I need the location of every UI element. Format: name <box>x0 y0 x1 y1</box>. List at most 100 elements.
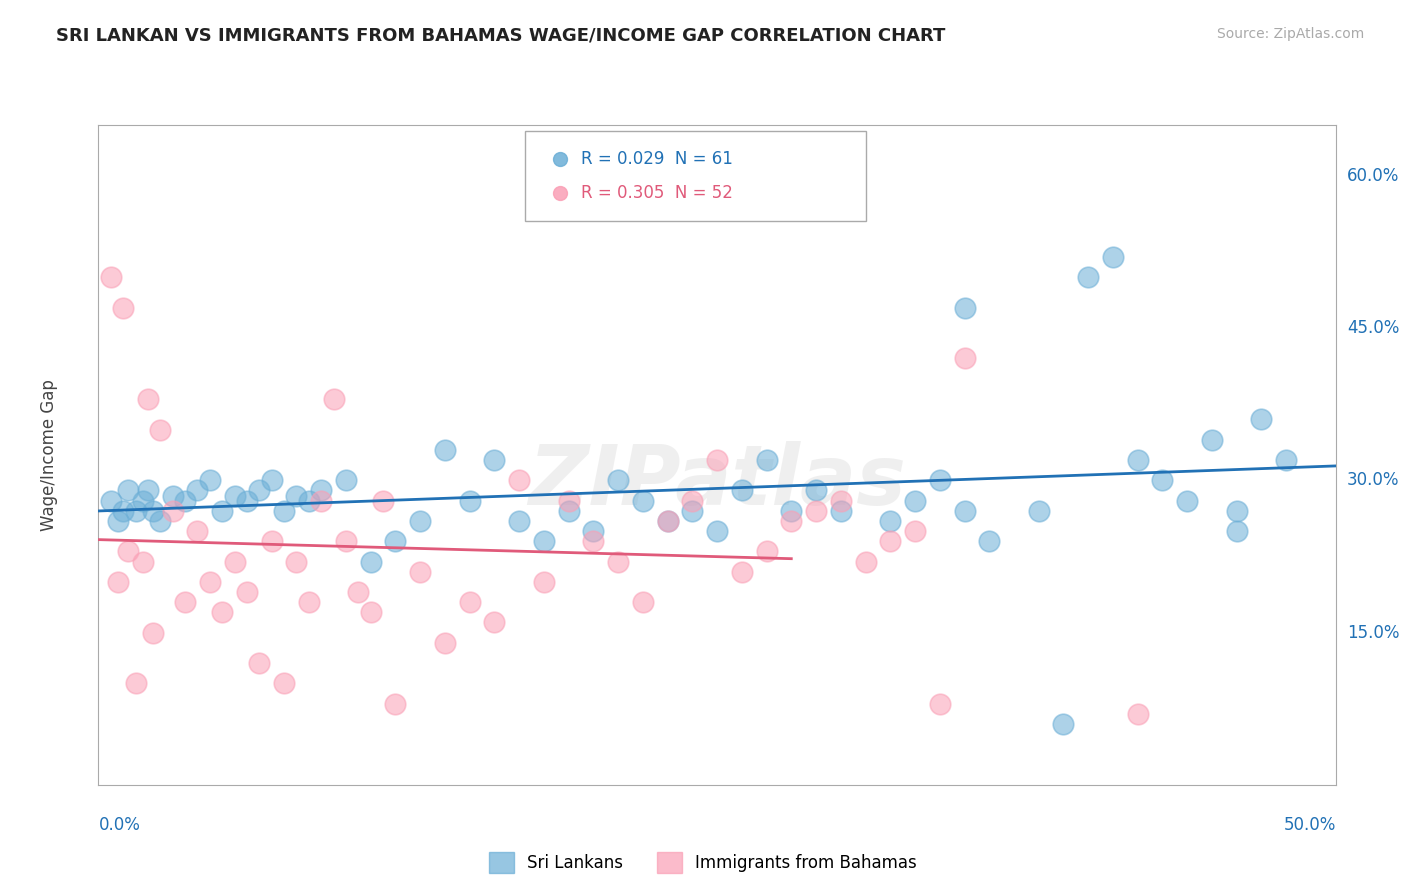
Point <box>830 504 852 518</box>
Point <box>557 504 579 518</box>
Point <box>117 483 139 498</box>
Point <box>142 504 165 518</box>
Point <box>904 493 927 508</box>
Point <box>979 534 1001 549</box>
Point <box>285 489 308 503</box>
Point <box>804 483 827 498</box>
Point <box>112 504 135 518</box>
Text: 0.0%: 0.0% <box>98 815 141 833</box>
Point <box>124 676 146 690</box>
Point <box>309 493 332 508</box>
Point <box>1275 453 1298 467</box>
Text: 60.0%: 60.0% <box>1347 167 1399 185</box>
Point <box>1226 524 1249 538</box>
Point <box>285 555 308 569</box>
Point <box>706 453 728 467</box>
Point <box>360 555 382 569</box>
Point <box>149 423 172 437</box>
Legend: Sri Lankans, Immigrants from Bahamas: Sri Lankans, Immigrants from Bahamas <box>482 846 924 880</box>
Point <box>347 585 370 599</box>
Point <box>508 473 530 487</box>
Point <box>731 565 754 579</box>
Point <box>298 493 321 508</box>
Point <box>1102 250 1125 264</box>
Point <box>631 595 654 609</box>
Point <box>953 351 976 366</box>
Text: 45.0%: 45.0% <box>1347 319 1399 337</box>
Point <box>433 442 456 457</box>
Point <box>1201 433 1223 447</box>
Text: Wage/Income Gap: Wage/Income Gap <box>39 379 58 531</box>
Point <box>335 534 357 549</box>
Point <box>780 514 803 528</box>
Point <box>508 514 530 528</box>
Point <box>780 504 803 518</box>
Point <box>309 483 332 498</box>
Point <box>928 697 950 711</box>
Point <box>1126 453 1149 467</box>
Point <box>384 534 406 549</box>
Point <box>607 555 630 569</box>
Point <box>224 555 246 569</box>
Point <box>198 473 221 487</box>
Point <box>409 565 432 579</box>
Point <box>247 483 270 498</box>
Point <box>548 186 571 200</box>
Point <box>1077 270 1099 285</box>
Text: R = 0.305  N = 52: R = 0.305 N = 52 <box>581 184 733 202</box>
Point <box>149 514 172 528</box>
Text: Source: ZipAtlas.com: Source: ZipAtlas.com <box>1216 27 1364 41</box>
Point <box>681 504 703 518</box>
Point <box>855 555 877 569</box>
Point <box>186 524 208 538</box>
Point <box>186 483 208 498</box>
Point <box>107 514 129 528</box>
Point <box>879 534 901 549</box>
Point <box>1250 412 1272 426</box>
Point <box>384 697 406 711</box>
Point <box>458 493 481 508</box>
Point <box>132 493 155 508</box>
Point <box>879 514 901 528</box>
Point <box>107 574 129 589</box>
Point <box>1152 473 1174 487</box>
Point <box>117 544 139 558</box>
Point <box>174 595 197 609</box>
Point <box>236 585 259 599</box>
Point <box>322 392 344 406</box>
Point <box>211 605 233 619</box>
Point <box>458 595 481 609</box>
Point <box>1175 493 1198 508</box>
Point <box>953 301 976 315</box>
Point <box>582 524 605 538</box>
Point <box>260 534 283 549</box>
Point <box>100 493 122 508</box>
Point <box>247 656 270 670</box>
Point <box>533 574 555 589</box>
Point <box>548 153 571 167</box>
Point <box>273 676 295 690</box>
Point <box>1226 504 1249 518</box>
FancyBboxPatch shape <box>526 131 866 220</box>
Point <box>260 473 283 487</box>
Point <box>174 493 197 508</box>
Point <box>211 504 233 518</box>
Point <box>273 504 295 518</box>
Point <box>953 504 976 518</box>
Text: 15.0%: 15.0% <box>1347 624 1399 641</box>
Point <box>433 636 456 650</box>
Point <box>124 504 146 518</box>
Point <box>582 534 605 549</box>
Point <box>607 473 630 487</box>
Point <box>409 514 432 528</box>
Text: 30.0%: 30.0% <box>1347 471 1399 490</box>
Point <box>928 473 950 487</box>
Text: 50.0%: 50.0% <box>1284 815 1336 833</box>
Point <box>162 489 184 503</box>
Point <box>1052 717 1074 731</box>
Point <box>830 493 852 508</box>
Point <box>755 453 778 467</box>
Point <box>112 301 135 315</box>
Point <box>755 544 778 558</box>
Point <box>533 534 555 549</box>
